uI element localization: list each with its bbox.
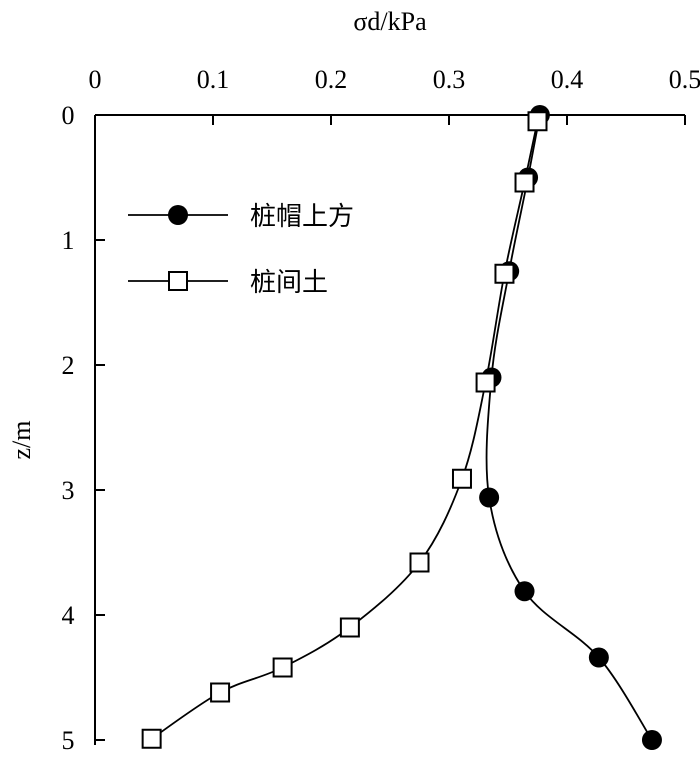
point: [641, 730, 662, 750]
point: [451, 468, 472, 489]
x-tick-label: 0.2: [315, 65, 348, 94]
point: [494, 263, 515, 284]
y-tick-label: 4: [62, 601, 75, 630]
x-tick-label: 0.4: [551, 65, 584, 94]
x-axis-label: σd/kPa: [353, 7, 427, 36]
legend-marker: [168, 205, 188, 225]
y-tick-label: 3: [62, 476, 75, 505]
point: [588, 647, 609, 668]
y-tick-label: 5: [62, 726, 75, 755]
y-tick-label: 2: [62, 351, 75, 380]
point: [475, 372, 496, 393]
series-line: [485, 114, 653, 741]
point: [141, 728, 162, 749]
point: [527, 111, 548, 132]
point: [409, 552, 430, 573]
point: [339, 617, 360, 638]
x-tick-label: 0.3: [433, 65, 466, 94]
legend-label: 桩间土: [250, 268, 328, 297]
point: [479, 487, 500, 508]
y-tick-label: 0: [62, 101, 75, 130]
point: [272, 657, 293, 678]
point: [514, 172, 535, 193]
y-axis-label: z/m: [7, 421, 36, 460]
legend-marker: [168, 271, 188, 291]
series-line: [151, 121, 539, 740]
point: [514, 581, 535, 602]
y-tick-label: 1: [62, 226, 75, 255]
x-tick-label: 0.1: [197, 65, 230, 94]
point: [210, 682, 231, 703]
legend-label: 桩帽上方: [250, 202, 354, 231]
x-tick-label: 0: [89, 65, 102, 94]
x-tick-label: 0.5: [669, 65, 700, 94]
